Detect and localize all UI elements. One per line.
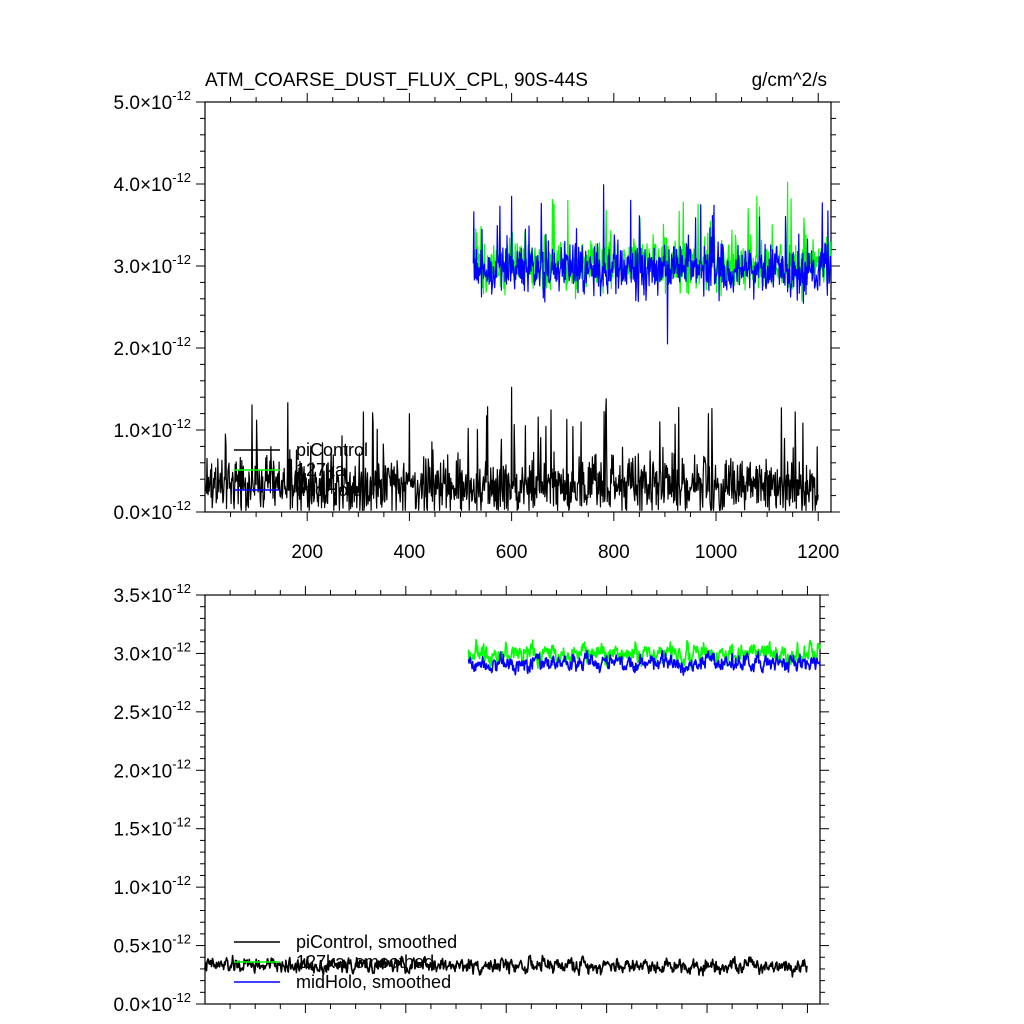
x-tick-label: 600 [496, 542, 528, 563]
plot-frame [204, 101, 832, 513]
x-tick-label: 1200 [797, 542, 839, 563]
y-tick-label: 2.5×10-12 [114, 698, 191, 724]
units-label: g/cm^2/s [752, 70, 827, 91]
y-tick-label: 2.0×10-12 [114, 756, 191, 782]
series-line-2 [472, 184, 832, 345]
x-tick-label: 1000 [695, 542, 737, 563]
series-line-1 [467, 638, 821, 671]
legend-label: piControl [296, 440, 368, 460]
y-tick-label: 0.5×10-12 [114, 932, 191, 958]
y-tick-label: 3.0×10-12 [114, 639, 191, 665]
legend-label: midHolo, smoothed [296, 972, 451, 992]
series-line-2 [467, 649, 821, 676]
y-tick-label: 0.0×10-12 [114, 990, 191, 1016]
legend-label: 127ka, smoothed [296, 952, 434, 972]
y-tick-label: 3.5×10-12 [114, 581, 191, 607]
x-tick-label: 800 [598, 542, 630, 563]
plot-frame [204, 594, 821, 1005]
y-tick-label: 1.0×10-12 [114, 873, 191, 899]
series-line-1 [472, 181, 832, 302]
y-tick-label: 4.0×10-12 [114, 170, 191, 196]
y-tick-label: 2.0×10-12 [114, 334, 191, 360]
legend-label: 127ka [296, 460, 346, 480]
y-tick-label: 3.0×10-12 [114, 252, 191, 278]
y-tick-label: 5.0×10-12 [114, 88, 191, 114]
y-tick-label: 0.0×10-12 [114, 498, 191, 524]
bottom-panel: 0.0×10-12 0.5×10-12 1.0×10-12 1.5×10-12 2.0×… [114, 581, 829, 1016]
y-tick-label: 1.5×10-12 [114, 815, 191, 841]
y-tick-label: 1.0×10-12 [114, 416, 191, 442]
top-panel: ATM_COARSE_DUST_FLUX_CPL, 90S-44S g/cm^2/… [114, 70, 840, 563]
x-tick-label: 200 [291, 542, 323, 563]
legend-label: piControl, smoothed [296, 932, 457, 952]
x-tick-label: 400 [394, 542, 426, 563]
legend-label: midHolo [296, 480, 362, 500]
chart-title: ATM_COARSE_DUST_FLUX_CPL, 90S-44S [205, 70, 588, 91]
series-line-0 [204, 386, 819, 511]
series-line-0 [204, 954, 808, 978]
